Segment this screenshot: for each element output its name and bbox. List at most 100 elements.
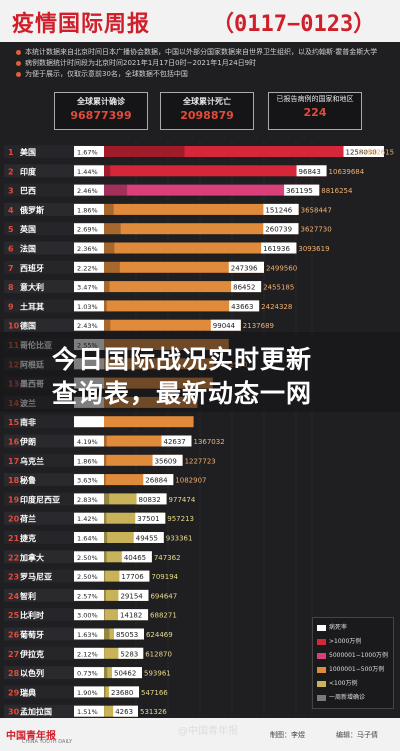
total-bar <box>104 281 262 293</box>
rate-box <box>74 281 104 293</box>
rate-box <box>74 416 104 428</box>
rank-label: 6 <box>8 245 14 254</box>
rank-label: 15 <box>8 418 20 427</box>
weekly-bar <box>104 435 107 447</box>
rank-label: 21 <box>8 534 20 543</box>
weekly-bar <box>104 184 128 196</box>
total-bar <box>104 454 183 466</box>
chart-legend: 病死率 >1000万例 5000001−1000万例 1000001−500万例… <box>312 617 394 709</box>
total-label: 593961 <box>144 670 171 678</box>
legend-swatch-over-10m <box>317 638 326 645</box>
weekly-label-box <box>263 223 299 235</box>
total-label: 709194 <box>151 573 178 581</box>
rate-label: 1.67% <box>77 149 98 157</box>
weekly-label: 4263 <box>115 708 133 716</box>
rate-label: 1.44% <box>77 168 98 176</box>
country-label: 意大利 <box>20 282 44 292</box>
total-bar <box>104 146 384 157</box>
legend-swatch-5m-10m <box>317 652 326 659</box>
weekly-bar <box>104 223 121 235</box>
weekly-bar <box>104 570 106 582</box>
legend-swatch-under-1m <box>317 680 326 687</box>
rate-label: 3.00% <box>77 612 98 620</box>
weekly-bar <box>104 242 115 254</box>
weekly-label: 14182 <box>120 612 142 620</box>
rate-label: 1.86% <box>77 206 98 214</box>
rate-box <box>74 589 104 601</box>
weekly-label: 99044 <box>213 322 236 330</box>
total-label: 547166 <box>141 689 168 697</box>
note-1: 本统计数据来自北京时间日本广播协会数据，中国以外部分国家数据来自世界卫生组织，以… <box>16 47 377 57</box>
weekly-bar <box>104 609 105 621</box>
country-label: 印度尼西亚 <box>20 494 60 504</box>
stat-global-confirmed: 全球累计确诊 96877399 <box>54 92 148 130</box>
note-2: 病例数据统计时间段为北京时间2021年1月17日0时−2021年1月24日9时 <box>16 58 256 68</box>
weekly-label: 96843 <box>299 168 321 176</box>
rate-box <box>74 705 104 717</box>
weekly-bar <box>104 589 106 601</box>
weekly-label-box <box>343 146 384 157</box>
rank-label: 18 <box>8 476 20 485</box>
rate-label: 1.90% <box>77 689 98 697</box>
total-bar <box>104 223 299 235</box>
weekly-label-box <box>152 454 183 466</box>
legend-swatch-weekly <box>317 694 326 701</box>
country-label: 荷兰 <box>19 514 36 524</box>
rank-label: 26 <box>8 631 20 640</box>
weekly-bar <box>104 667 108 679</box>
total-bar <box>104 261 264 273</box>
rank-label: 28 <box>8 669 20 678</box>
weekly-label-box <box>118 647 144 659</box>
rate-label: 2.57% <box>77 592 98 600</box>
total-label: 1367032 <box>193 438 224 446</box>
legend-item: 1000001−500万例 <box>317 664 384 673</box>
country-label: 捷克 <box>20 533 36 543</box>
country-label: 印度 <box>20 166 37 176</box>
rate-label: 2.50% <box>77 573 98 581</box>
total-label: 957213 <box>167 515 194 523</box>
rate-box <box>74 435 104 447</box>
weekly-label-box <box>161 435 192 447</box>
country-label: 伊拉克 <box>19 649 44 659</box>
country-label: 南非 <box>20 417 36 427</box>
rank-label: 7 <box>8 264 14 273</box>
overlay-line-1: 今日国际战况实时更新 <box>52 345 313 374</box>
publisher-logo: 中国青年报 <box>6 731 56 742</box>
page-title: 疫情国际周报 <box>12 12 151 37</box>
weekly-label: 29154 <box>120 592 143 600</box>
country-label: 乌克兰 <box>20 456 44 466</box>
country-label: 英国 <box>19 224 36 234</box>
weekly-bar <box>104 203 114 215</box>
rank-label: 4 <box>8 206 14 215</box>
weekly-label-box <box>143 474 174 486</box>
total-label: 977474 <box>169 496 196 504</box>
total-bar <box>104 184 320 196</box>
weekly-label: 85053 <box>116 631 138 639</box>
rank-label: 9 <box>8 302 14 311</box>
stat-countries-reported: 已报告病例的国家和地区 224 <box>268 92 362 130</box>
rate-label: 1.03% <box>77 303 98 311</box>
rate-label: 2.12% <box>77 650 98 658</box>
rate-box <box>74 628 104 640</box>
weekly-label: 23680 <box>111 689 133 697</box>
weekly-label-box <box>284 184 320 196</box>
country-label: 罗马尼亚 <box>20 573 52 582</box>
total-label: 8816254 <box>321 187 353 195</box>
legend-swatch-1m-5m <box>317 666 326 673</box>
overlay-line-2: 查询表，最新动态一网 <box>52 379 313 408</box>
rank-label: 5 <box>8 225 14 234</box>
rank-label: 3 <box>8 187 14 196</box>
rate-label: 1.63% <box>77 631 98 639</box>
weekly-label-box <box>210 319 241 331</box>
weekly-label: 37501 <box>137 515 159 523</box>
rate-box <box>74 454 104 466</box>
weekly-label: 260739 <box>265 226 292 234</box>
rate-box <box>74 242 104 254</box>
rate-label: 2.46% <box>77 187 98 195</box>
total-bar <box>104 474 174 486</box>
legend-swatch-rate <box>317 624 326 631</box>
rate-box <box>74 532 104 543</box>
rank-label: 23 <box>8 573 19 582</box>
country-label: 加拿大 <box>19 552 44 562</box>
weekly-label-box <box>121 551 152 563</box>
